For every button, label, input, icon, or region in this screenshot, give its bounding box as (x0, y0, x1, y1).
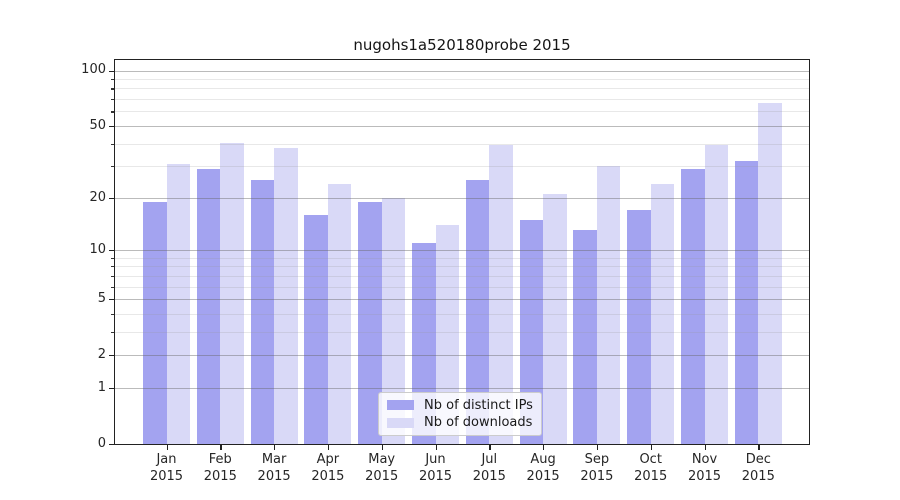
x-tick-mark-apr (327, 445, 330, 450)
bar-downloads-jun (435, 224, 459, 444)
x-tick-label-jun: Jun 2015 (418, 452, 453, 484)
legend-label-distinct-ips: Nb of distinct IPs (424, 397, 533, 413)
y-tick-label-20: 20 (89, 189, 106, 205)
x-tick-mark-mar (274, 445, 276, 450)
gridline-minor-60 (115, 111, 809, 113)
x-tick-mark-nov (704, 445, 706, 450)
x-tick-label-jul: Jul 2015 (472, 452, 506, 484)
y-minor-tick-mark-9 (111, 257, 114, 259)
legend: Nb of distinct IPs Nb of downloads (378, 392, 542, 436)
legend-swatch-distinct-ips (387, 400, 414, 411)
bar-distinct-ips-may (358, 201, 382, 444)
gridline-minor-80 (115, 88, 809, 90)
bar-distinct-ips-jul (465, 180, 490, 444)
y-minor-tick-mark-90 (111, 78, 114, 81)
bar-downloads-mar (274, 147, 298, 444)
y-tick-label-100: 100 (81, 62, 106, 78)
bar-downloads-may (381, 197, 406, 444)
x-tick-label-nov: Nov 2015 (687, 452, 722, 484)
x-tick-label-oct: Oct 2015 (634, 452, 668, 484)
bar-downloads-oct (650, 183, 675, 444)
x-tick-label-aug: Aug 2015 (526, 452, 560, 484)
bar-distinct-ips-aug (519, 219, 544, 444)
bar-downloads-dec (758, 102, 782, 444)
gridline-major-50 (115, 125, 809, 127)
y-tick-mark-2 (109, 355, 114, 357)
y-tick-label-2: 2 (97, 347, 106, 363)
legend-swatch-downloads (387, 417, 414, 428)
x-tick-label-dec: Dec 2015 (741, 452, 775, 484)
bar-distinct-ips-nov (681, 168, 705, 444)
x-tick-label-may: May 2015 (365, 452, 399, 484)
bar-distinct-ips-mar (250, 180, 275, 444)
y-minor-tick-mark-8 (111, 266, 114, 268)
y-tick-label-50: 50 (89, 117, 106, 133)
x-tick-mark-dec (758, 445, 760, 450)
bar-distinct-ips-feb (196, 168, 221, 444)
plot-area: Nb of distinct IPs Nb of downloads (114, 59, 810, 445)
y-minor-tick-mark-4 (111, 313, 114, 315)
x-tick-mark-feb (220, 445, 222, 450)
y-minor-tick-mark-3 (111, 331, 114, 334)
x-tick-label-mar: Mar 2015 (257, 452, 291, 484)
y-minor-tick-mark-40 (111, 143, 114, 145)
bar-distinct-ips-apr (304, 214, 328, 444)
y-minor-tick-mark-30 (111, 166, 114, 168)
y-tick-mark-100 (109, 70, 114, 72)
x-tick-label-feb: Feb 2015 (203, 452, 237, 484)
y-tick-mark-50 (109, 125, 114, 128)
x-tick-mark-jul (489, 445, 491, 450)
x-tick-mark-oct (650, 445, 652, 450)
x-tick-mark-jan (166, 445, 168, 450)
gridline-major-100 (115, 70, 809, 72)
gridline-minor-40 (115, 143, 809, 145)
y-tick-label-5: 5 (97, 290, 106, 306)
y-tick-label-0: 0 (97, 436, 106, 451)
bar-downloads-nov (704, 145, 728, 444)
y-tick-label-10: 10 (89, 241, 106, 257)
x-tick-mark-sep (596, 445, 599, 450)
bar-distinct-ips-dec (734, 161, 759, 444)
bar-downloads-feb (220, 143, 244, 444)
gridline-minor-90 (115, 78, 809, 80)
bar-downloads-apr (327, 183, 352, 444)
legend-item-distinct-ips: Nb of distinct IPs (387, 398, 533, 413)
y-tick-mark-1 (109, 387, 114, 390)
y-minor-tick-mark-6 (111, 286, 114, 288)
x-tick-mark-may (381, 445, 383, 450)
y-tick-mark-5 (109, 299, 114, 301)
legend-label-downloads: Nb of downloads (424, 415, 533, 431)
y-minor-tick-mark-60 (111, 111, 114, 113)
x-tick-label-jan: Jan 2015 (149, 452, 184, 484)
bar-downloads-aug (543, 193, 567, 444)
y-minor-tick-mark-80 (111, 88, 114, 90)
y-tick-label-1: 1 (97, 379, 106, 395)
x-tick-label-sep: Sep 2015 (580, 452, 614, 484)
y-tick-mark-10 (109, 249, 114, 252)
y-tick-mark-20 (109, 197, 114, 199)
x-tick-mark-jun (435, 445, 437, 450)
gridline-minor-70 (115, 99, 809, 100)
y-tick-mark-0 (109, 444, 114, 446)
bar-downloads-jan (166, 163, 190, 444)
y-minor-tick-mark-70 (111, 99, 114, 101)
bar-downloads-sep (596, 166, 621, 444)
bar-downloads-jul (489, 145, 513, 444)
y-minor-tick-mark-7 (111, 275, 114, 277)
x-tick-label-apr: Apr 2015 (311, 452, 345, 484)
bar-distinct-ips-sep (573, 230, 597, 444)
legend-item-downloads: Nb of downloads (387, 415, 533, 430)
chart-title: nugohs1a520180probe 2015 (353, 36, 571, 54)
bar-distinct-ips-jan (143, 201, 167, 444)
bar-distinct-ips-oct (627, 210, 651, 444)
x-tick-mark-aug (543, 445, 545, 450)
